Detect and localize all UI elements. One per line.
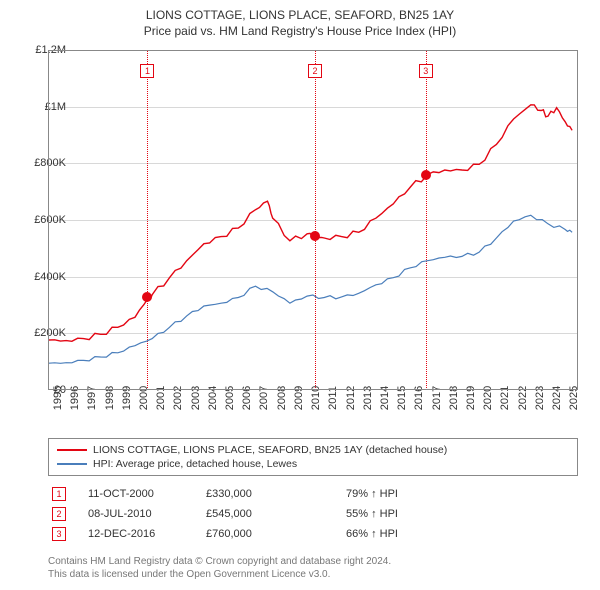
sales-row-pct: 79% ↑ HPI xyxy=(346,488,466,500)
series-property xyxy=(49,105,572,341)
legend-row: LIONS COTTAGE, LIONS PLACE, SEAFORD, BN2… xyxy=(57,443,569,457)
sales-row-date: 11-OCT-2000 xyxy=(66,488,206,500)
chart-subtitle: Price paid vs. HM Land Registry's House … xyxy=(0,24,600,38)
legend-swatch xyxy=(57,449,87,451)
legend-swatch xyxy=(57,463,87,465)
sale-marker-box: 3 xyxy=(419,64,433,78)
footer: Contains HM Land Registry data © Crown c… xyxy=(48,555,391,581)
sales-row-date: 12-DEC-2016 xyxy=(66,528,206,540)
sale-point xyxy=(421,170,431,180)
sales-row-pct: 55% ↑ HPI xyxy=(346,508,466,520)
sales-row: 208-JUL-2010£545,00055% ↑ HPI xyxy=(48,504,578,524)
plot-area xyxy=(48,50,578,390)
sales-row-marker: 1 xyxy=(52,487,66,501)
legend: LIONS COTTAGE, LIONS PLACE, SEAFORD, BN2… xyxy=(48,438,578,476)
sales-row-marker: 3 xyxy=(52,527,66,541)
sales-row-pct: 66% ↑ HPI xyxy=(346,528,466,540)
sales-row-price: £760,000 xyxy=(206,528,346,540)
sale-point xyxy=(310,231,320,241)
sales-row-price: £545,000 xyxy=(206,508,346,520)
sale-point xyxy=(142,292,152,302)
footer-line: This data is licensed under the Open Gov… xyxy=(48,568,391,581)
legend-label: LIONS COTTAGE, LIONS PLACE, SEAFORD, BN2… xyxy=(93,444,447,456)
sale-marker-box: 1 xyxy=(140,64,154,78)
sales-row-price: £330,000 xyxy=(206,488,346,500)
sales-row-marker: 2 xyxy=(52,507,66,521)
title-block: LIONS COTTAGE, LIONS PLACE, SEAFORD, BN2… xyxy=(0,0,600,42)
sales-row-date: 08-JUL-2010 xyxy=(66,508,206,520)
chart-title: LIONS COTTAGE, LIONS PLACE, SEAFORD, BN2… xyxy=(0,8,600,22)
legend-label: HPI: Average price, detached house, Lewe… xyxy=(93,458,297,470)
chart-container: LIONS COTTAGE, LIONS PLACE, SEAFORD, BN2… xyxy=(0,0,600,590)
sales-row: 111-OCT-2000£330,00079% ↑ HPI xyxy=(48,484,578,504)
sales-table: 111-OCT-2000£330,00079% ↑ HPI208-JUL-201… xyxy=(48,484,578,544)
sale-marker-box: 2 xyxy=(308,64,322,78)
sales-row: 312-DEC-2016£760,00066% ↑ HPI xyxy=(48,524,578,544)
legend-row: HPI: Average price, detached house, Lewe… xyxy=(57,457,569,471)
footer-line: Contains HM Land Registry data © Crown c… xyxy=(48,555,391,568)
line-svg xyxy=(49,51,579,391)
